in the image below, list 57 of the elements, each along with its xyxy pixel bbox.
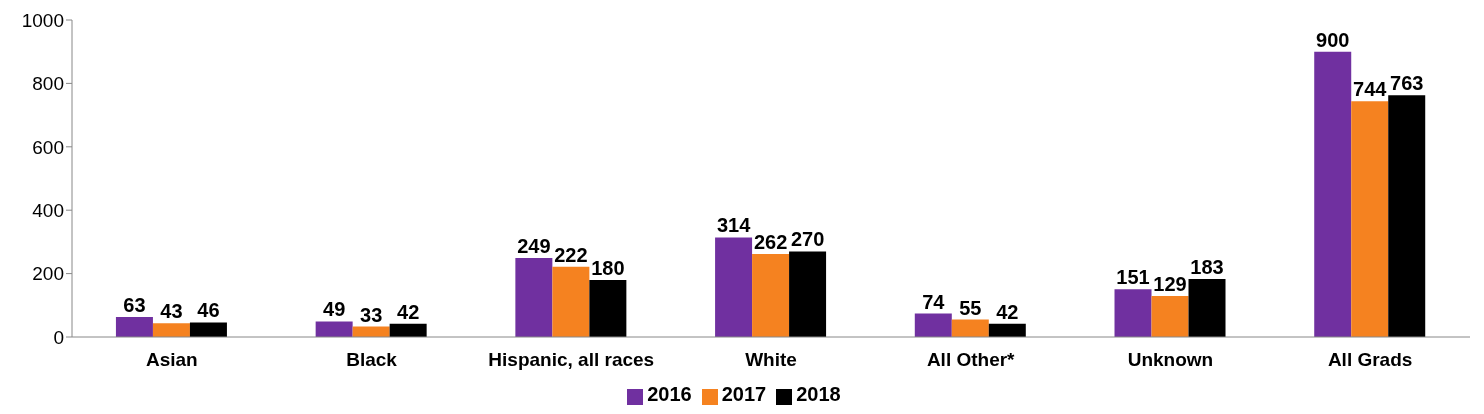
bar — [914, 313, 952, 337]
legend-label: 2018 — [796, 383, 841, 405]
y-tick-label: 400 — [32, 199, 64, 221]
bar — [389, 323, 427, 337]
data-label: 151 — [1116, 266, 1150, 289]
bar — [1114, 289, 1152, 337]
data-label: 33 — [360, 303, 383, 326]
bar — [1151, 296, 1189, 337]
x-tick-label: Unknown — [1127, 349, 1214, 371]
legend-label: 2016 — [647, 383, 692, 405]
data-label: 744 — [1353, 78, 1388, 101]
bar — [789, 251, 827, 337]
data-label: 262 — [753, 230, 788, 253]
data-label: 900 — [1316, 28, 1350, 51]
x-tick-label: White — [745, 349, 797, 371]
data-label: 42 — [996, 300, 1019, 323]
data-label: 249 — [517, 235, 551, 258]
data-label: 63 — [123, 294, 146, 317]
data-label: 763 — [1390, 72, 1424, 95]
data-label: 222 — [554, 243, 588, 266]
bar — [115, 317, 153, 337]
data-label: 129 — [1153, 273, 1187, 296]
bar — [552, 266, 590, 337]
data-label: 49 — [323, 298, 346, 321]
y-tick-label: 0 — [53, 326, 64, 348]
y-tick-label: 200 — [32, 263, 64, 285]
data-label: 314 — [716, 214, 752, 237]
bar — [988, 323, 1026, 337]
bar — [1351, 101, 1389, 337]
legend-label: 2017 — [721, 383, 767, 405]
data-label: 270 — [790, 228, 825, 251]
data-label: 46 — [197, 299, 220, 322]
data-label: 43 — [160, 300, 183, 323]
x-tick-label: Black — [346, 349, 398, 371]
bar — [951, 319, 989, 337]
bar — [315, 321, 353, 337]
data-label: 74 — [922, 290, 946, 313]
x-tick-label: All Other* — [926, 349, 1016, 371]
bar — [752, 253, 790, 337]
bar — [589, 279, 627, 337]
bar — [1388, 95, 1426, 337]
x-tick-label: Hispanic, all races — [488, 349, 655, 371]
bar — [189, 322, 227, 337]
data-label: 183 — [1190, 255, 1224, 278]
bar — [515, 258, 553, 337]
y-tick-label: 1000 — [21, 9, 64, 31]
y-tick-label: 600 — [32, 136, 64, 158]
data-label: 180 — [591, 256, 625, 279]
bar — [1188, 278, 1226, 337]
data-label: 55 — [959, 296, 982, 319]
bar — [1314, 51, 1352, 337]
data-label: 42 — [397, 300, 420, 323]
x-tick-label: Asian — [145, 349, 198, 371]
y-tick-label: 800 — [32, 73, 64, 95]
bar — [715, 237, 753, 337]
x-tick-label: All Grads — [1327, 349, 1413, 371]
bar — [152, 323, 190, 337]
